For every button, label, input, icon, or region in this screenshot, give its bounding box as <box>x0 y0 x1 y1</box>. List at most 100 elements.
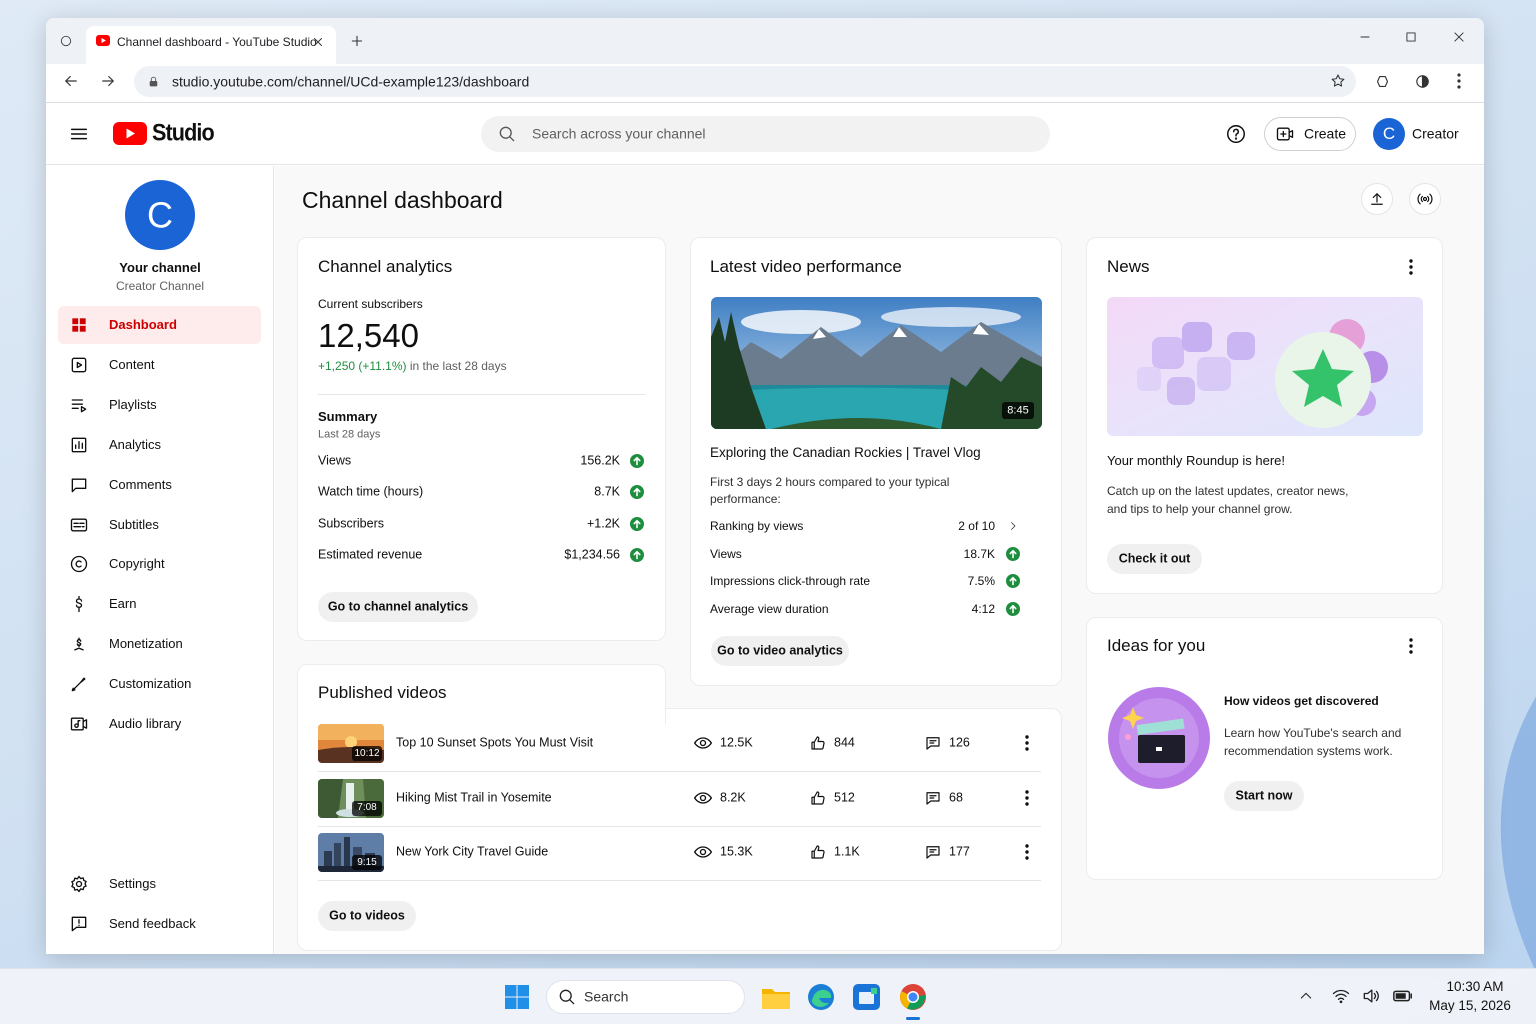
nav-item[interactable]: Playlists <box>109 397 157 412</box>
tab-title[interactable]: Channel dashboard - YouTube Studio <box>117 34 317 49</box>
tab-menu[interactable] <box>59 34 73 48</box>
comments: 177 <box>949 844 970 859</box>
ideas-heading[interactable]: How videos get discovered <box>1224 693 1379 708</box>
chrome[interactable] <box>899 983 927 1011</box>
bookmark[interactable] <box>1330 73 1346 89</box>
taskbar-search[interactable] <box>546 980 745 1014</box>
back[interactable] <box>62 72 80 90</box>
help[interactable] <box>1225 123 1247 145</box>
tab-close[interactable] <box>311 35 325 49</box>
create-button[interactable] <box>1264 117 1356 151</box>
create-label[interactable]: Create <box>1304 125 1347 142</box>
profile[interactable] <box>1414 73 1431 90</box>
search-box[interactable] <box>481 116 1050 152</box>
more-options[interactable] <box>1408 259 1414 275</box>
nav-item[interactable]: Copyright <box>109 556 165 572</box>
channel-avatar[interactable] <box>125 180 195 250</box>
more-options[interactable] <box>1024 789 1030 806</box>
video-title[interactable]: New York City Travel Guide <box>396 844 549 859</box>
channel-name[interactable]: Your channel <box>119 260 201 276</box>
nav-icon <box>71 357 87 373</box>
duration: 8:45 <box>1007 404 1029 417</box>
edge[interactable] <box>807 983 835 1011</box>
extension[interactable] <box>1374 73 1391 90</box>
file-explorer[interactable] <box>762 985 790 1009</box>
news-image[interactable] <box>1107 297 1423 436</box>
trend-up <box>1006 602 1020 617</box>
button[interactable] <box>318 901 416 931</box>
video-title[interactable]: Top 10 Sunset Spots You Must Visit <box>396 735 594 750</box>
search-placeholder[interactable]: Search across your channel <box>532 125 706 142</box>
new-tab[interactable] <box>349 33 365 49</box>
nav-item[interactable]: Content <box>109 357 155 373</box>
nav-item[interactable]: Send feedback <box>109 916 196 932</box>
logo-mark[interactable] <box>113 122 147 145</box>
menu[interactable] <box>68 123 90 145</box>
close-window[interactable] <box>1452 30 1466 44</box>
views: 12.5K <box>720 735 753 750</box>
more-options[interactable] <box>1024 844 1030 860</box>
button-label[interactable]: Start now <box>1235 788 1293 803</box>
minimize[interactable] <box>1358 30 1372 44</box>
chevron[interactable] <box>1007 520 1019 532</box>
store[interactable] <box>853 984 880 1010</box>
likes-icon <box>811 790 825 805</box>
button-label[interactable]: Go to video analytics <box>717 643 843 658</box>
likes-icon <box>811 845 825 859</box>
volume[interactable] <box>1361 986 1381 1006</box>
button[interactable] <box>1107 544 1202 574</box>
nav-item[interactable]: Customization <box>109 676 192 692</box>
account-name[interactable]: Creator <box>1412 125 1459 142</box>
button[interactable] <box>1224 781 1304 811</box>
divider <box>318 880 1041 881</box>
browser-menu[interactable] <box>1456 73 1462 89</box>
channel-initial: C <box>147 194 173 236</box>
active-tab[interactable] <box>86 26 336 64</box>
video-title[interactable]: Hiking Mist Trail in Yosemite <box>396 790 552 804</box>
news-heading[interactable]: Your monthly Roundup is here! <box>1107 453 1286 469</box>
more-options[interactable] <box>1408 638 1414 654</box>
views: 15.3K <box>720 844 753 859</box>
taskbar-search-label[interactable]: Search <box>584 988 629 1005</box>
button-label[interactable]: Check it out <box>1118 551 1191 566</box>
clock-date[interactable]: May 15, 2026 <box>1429 997 1511 1013</box>
video-title[interactable]: Exploring the Canadian Rockies | Travel … <box>710 444 981 460</box>
logo-text[interactable]: Studio <box>152 119 215 147</box>
nav-item-active[interactable] <box>58 306 261 344</box>
nav-item[interactable]: Earn <box>109 596 137 612</box>
duration-badge <box>352 746 382 761</box>
news-body: Catch up on the latest updates, creator … <box>1107 484 1349 516</box>
address-bar[interactable] <box>134 66 1356 97</box>
nav-item[interactable]: Comments <box>109 476 172 492</box>
start-button[interactable] <box>505 985 529 1009</box>
metric-label: Views <box>318 453 352 468</box>
nav-item[interactable]: Subtitles <box>109 516 159 532</box>
button-label[interactable]: Go to videos <box>329 908 405 923</box>
tray-overflow[interactable] <box>1298 988 1314 1004</box>
button[interactable] <box>318 592 478 622</box>
comments: 126 <box>949 735 970 750</box>
nav-icon <box>71 677 86 692</box>
nav-item[interactable]: Analytics <box>109 436 162 452</box>
account-avatar[interactable] <box>1373 118 1405 150</box>
nav-item[interactable]: Dashboard <box>109 317 177 333</box>
nav-item[interactable]: Audio library <box>109 716 182 732</box>
forward[interactable] <box>99 72 117 90</box>
wifi[interactable] <box>1331 986 1351 1006</box>
ideas-illustration[interactable] <box>1108 687 1210 789</box>
nav-item[interactable]: Monetization <box>109 636 183 652</box>
battery[interactable] <box>1392 985 1414 1007</box>
button-label[interactable]: Go to channel analytics <box>327 599 469 614</box>
likes: 1.1K <box>834 844 860 859</box>
clock-time[interactable]: 10:30 AM <box>1446 978 1504 994</box>
nav-item[interactable]: Settings <box>109 876 156 892</box>
button[interactable] <box>711 636 849 666</box>
change-suffix: in the last 28 days <box>409 359 507 373</box>
url[interactable]: studio.youtube.com/channel/UCd-example12… <box>172 73 530 90</box>
maximize[interactable] <box>1404 30 1418 44</box>
views-icon <box>694 737 712 749</box>
live-button[interactable] <box>1409 183 1441 215</box>
subscriber-count: 12,540 <box>318 317 419 355</box>
more-options[interactable] <box>1024 735 1030 751</box>
video-thumbnail[interactable] <box>711 297 1042 429</box>
